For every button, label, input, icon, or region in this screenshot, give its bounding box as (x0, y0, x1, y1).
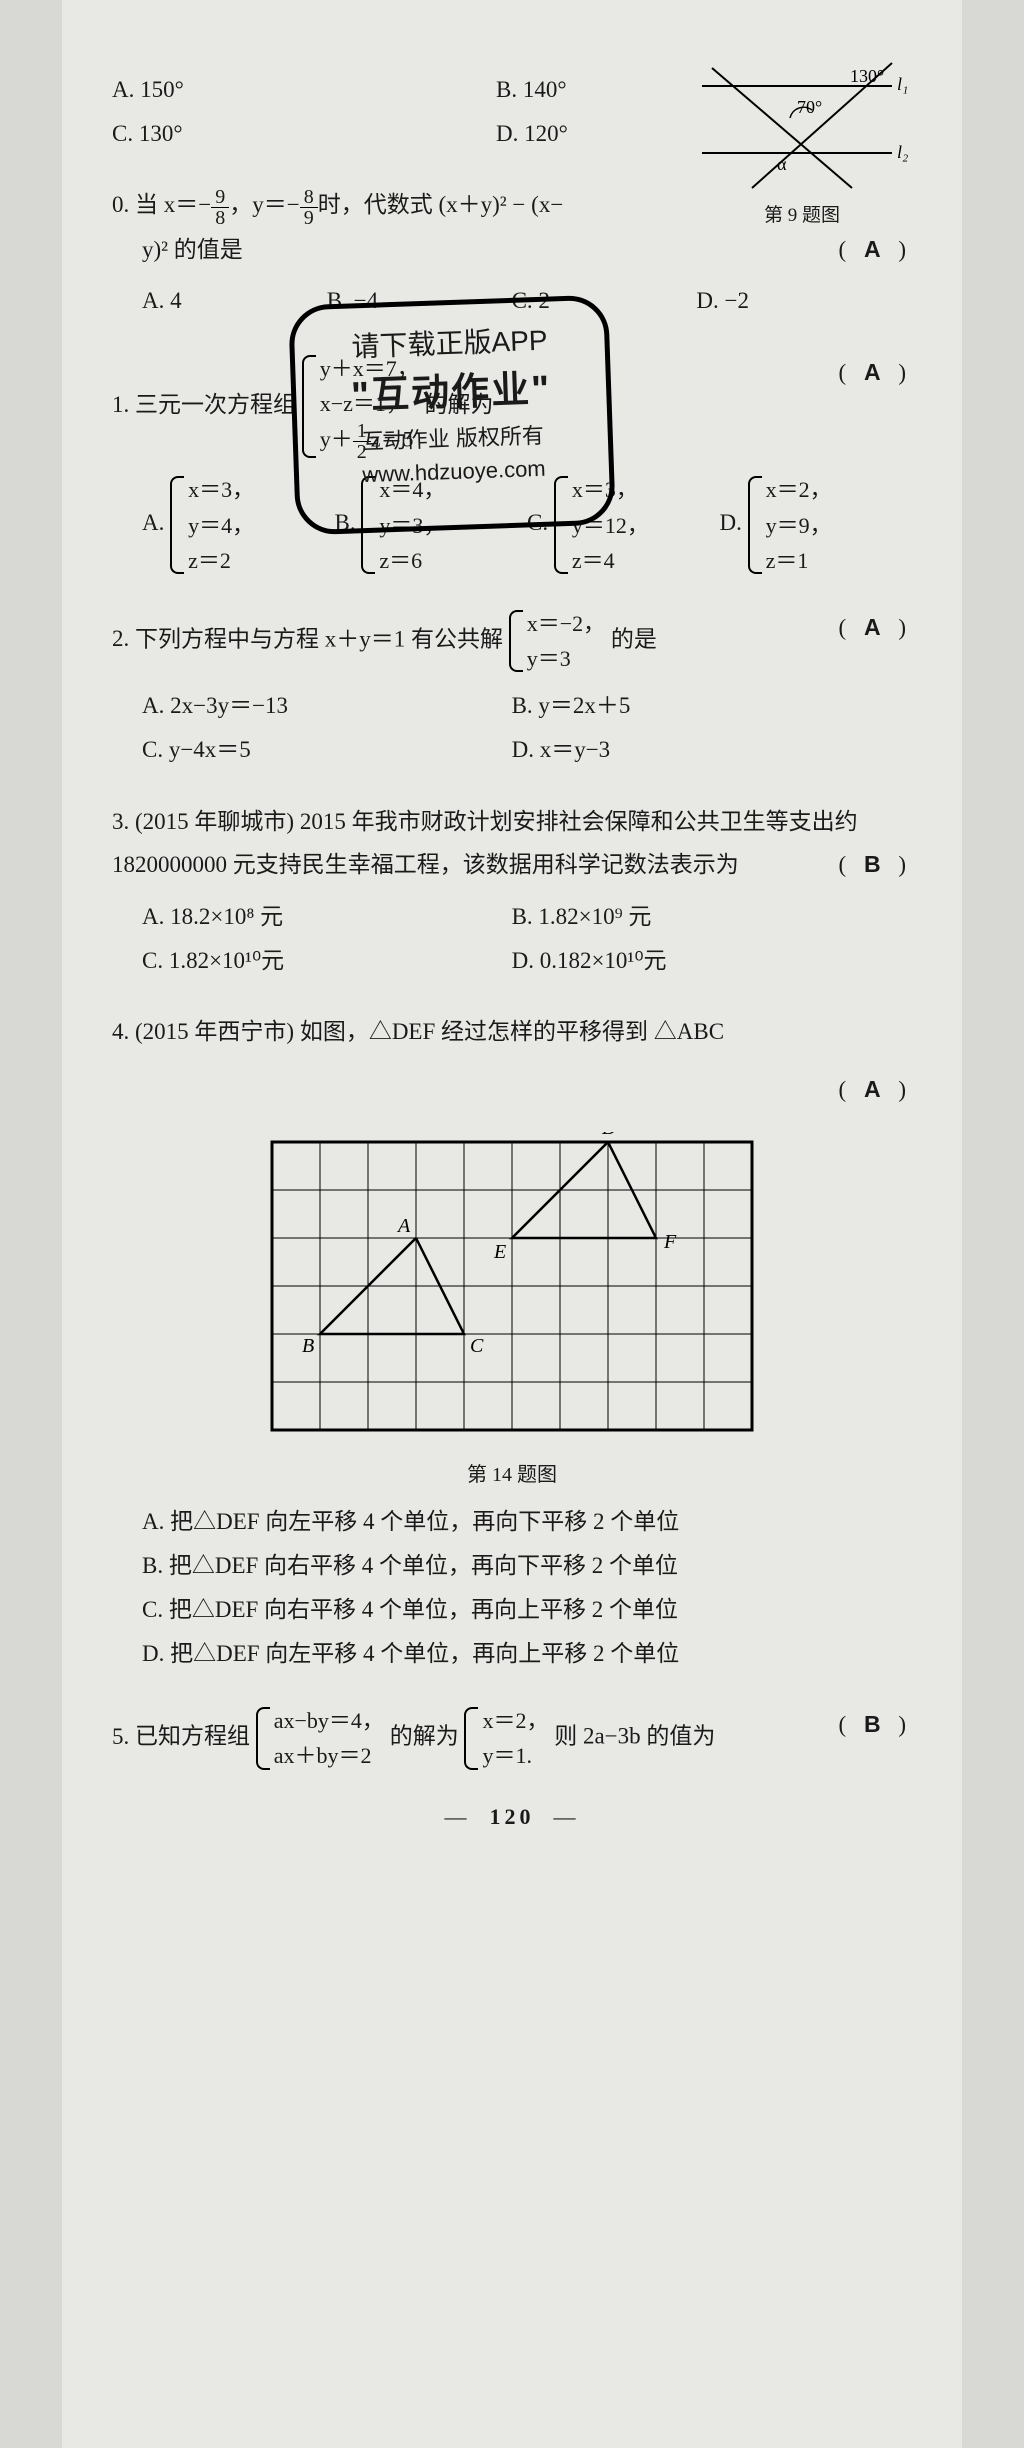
svg-text:l₂: l₂ (897, 142, 908, 162)
q10-num: 0. (112, 183, 129, 227)
q12: 2. 下列方程中与方程 x＋y＝1 有公共解 x＝−2， y＝3 的是 ( A … (112, 606, 912, 772)
q12-num: 2. (112, 617, 129, 661)
q13-stem: (2015 年聊城市) 2015 年我市财政计划安排社会保障和公共卫生等支出约 … (112, 809, 858, 878)
q9-opt-a: A. 150° (112, 68, 496, 112)
svg-text:130°: 130° (850, 66, 884, 86)
page: 130° 70° α l₁ l₂ 第 9 题图 A. 150° B. 140° … (62, 0, 962, 2448)
svg-text:E: E (493, 1241, 506, 1263)
q12-opt-c: C. y−4x＝5 (142, 728, 512, 772)
q14-caption: 第 14 题图 (112, 1456, 912, 1494)
q11: 1. 三元一次方程组 y＋x＝7， x−z＝1， y＋12z＝5 的解为 ( A… (112, 351, 912, 578)
q14-opt-b: B. 把△DEF 向右平移 4 个单位，再向下平移 2 个单位 (142, 1544, 912, 1588)
lines-diagram: 130° 70° α l₁ l₂ (692, 58, 912, 198)
q13-opt-a: A. 18.2×10⁸ 元 (142, 895, 512, 939)
q14-opt-c: C. 把△DEF 向右平移 4 个单位，再向上平移 2 个单位 (142, 1588, 912, 1632)
svg-text:l₁: l₁ (897, 74, 908, 94)
svg-text:B: B (302, 1335, 314, 1357)
q10: 0. 当 x＝−98，y＝−89时，代数式 (x＋y)² − (x− y)² 的… (112, 183, 912, 323)
q14-figure: A B C D E F 第 14 题图 (112, 1132, 912, 1495)
q13: 3. (2015 年聊城市) 2015 年我市财政计划安排社会保障和公共卫生等支… (112, 800, 912, 983)
q13-num: 3. (112, 800, 129, 844)
q15-num: 5. (112, 1715, 129, 1759)
q15-answer: ( B ) (839, 1703, 912, 1747)
q9: 130° 70° α l₁ l₂ 第 9 题图 A. 150° B. 140° … (112, 68, 912, 155)
q10-opt-a: A. 4 (142, 279, 327, 323)
q10-answer: ( A ) (839, 228, 912, 272)
q12-system: x＝−2， y＝3 (509, 606, 605, 676)
svg-text:D: D (601, 1132, 617, 1139)
q14-opt-d: D. 把△DEF 向左平移 4 个单位，再向上平移 2 个单位 (142, 1632, 912, 1676)
q11-answer: ( A ) (839, 351, 912, 395)
q14-answer: ( A ) (839, 1077, 912, 1102)
svg-text:α: α (777, 154, 787, 174)
grid-svg: A B C D E F (262, 1132, 762, 1432)
svg-text:C: C (470, 1335, 484, 1357)
q15-system-2: x＝2， y＝1. (464, 1703, 548, 1773)
q11-num: 1. (112, 383, 129, 427)
svg-text:A: A (396, 1215, 411, 1237)
q11-options: A. x＝3，y＝4，z＝2 B. x＝4，y＝3，z＝6 C. x＝3，y＝1… (142, 472, 912, 578)
q9-opt-c: C. 130° (112, 112, 496, 156)
page-footer: — 120 — (112, 1804, 912, 1830)
q10-opt-d: D. −2 (696, 279, 881, 323)
q14-opt-a: A. 把△DEF 向左平移 4 个单位，再向下平移 2 个单位 (142, 1500, 912, 1544)
q14: 4. (2015 年西宁市) 如图，△DEF 经过怎样的平移得到 △ABC ( … (112, 1010, 912, 1675)
q13-opt-c: C. 1.82×10¹⁰元 (142, 939, 512, 983)
svg-text:F: F (663, 1231, 677, 1253)
q11-system: y＋x＝7， x−z＝1， y＋12z＝5 (302, 351, 419, 462)
q14-stem: (2015 年西宁市) 如图，△DEF 经过怎样的平移得到 △ABC (135, 1019, 724, 1044)
q15-system-1: ax−by＝4， ax＋by＝2 (256, 1703, 384, 1773)
q10-opt-b: B. −4 (327, 279, 512, 323)
q14-num: 4. (112, 1010, 129, 1054)
q10-opt-c: C. 2 (512, 279, 697, 323)
q12-opt-a: A. 2x−3y＝−13 (142, 684, 512, 728)
q12-opt-d: D. x＝y−3 (512, 728, 882, 772)
q12-opt-b: B. y＝2x＋5 (512, 684, 882, 728)
q13-answer: ( B ) (839, 843, 912, 887)
q12-answer: ( A ) (839, 606, 912, 650)
q15: 5. 已知方程组 ax−by＝4， ax＋by＝2 的解为 x＝2， y＝1. … (112, 1703, 912, 1773)
q13-opt-d: D. 0.182×10¹⁰元 (512, 939, 882, 983)
q13-opt-b: B. 1.82×10⁹ 元 (512, 895, 882, 939)
